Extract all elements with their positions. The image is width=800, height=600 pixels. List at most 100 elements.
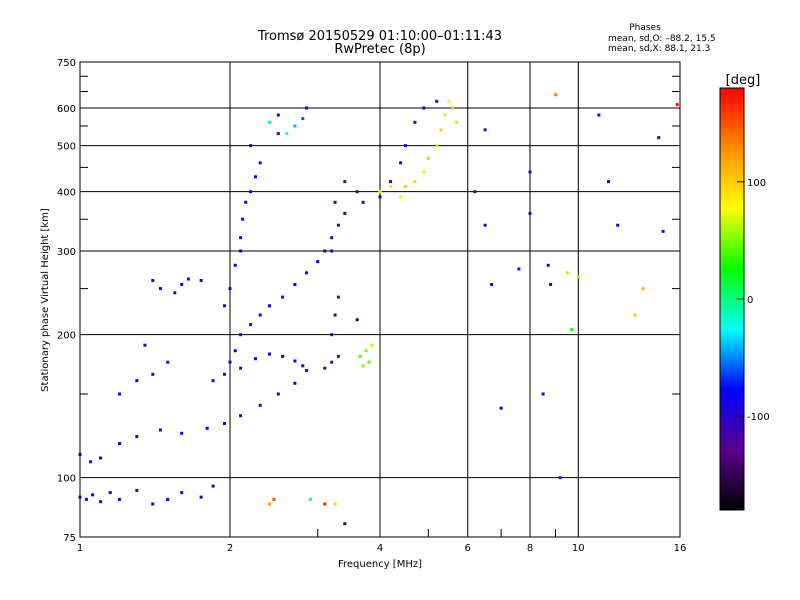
data-point: [455, 120, 459, 124]
colorbar-tick-label: 100: [747, 178, 766, 189]
y-tick-label: 400: [57, 188, 76, 199]
data-point: [435, 99, 439, 103]
data-point: [186, 277, 190, 281]
data-point: [151, 502, 155, 506]
data-point: [143, 343, 147, 347]
data-point: [239, 249, 243, 253]
data-point: [118, 442, 121, 445]
data-point: [135, 435, 139, 439]
data-point: [330, 360, 334, 364]
data-point: [528, 211, 532, 215]
data-point: [173, 291, 177, 295]
data-point: [343, 180, 347, 184]
data-point: [211, 484, 215, 488]
data-point: [330, 236, 334, 240]
data-point: [99, 456, 103, 460]
gridlines: [80, 62, 680, 537]
data-point: [281, 354, 285, 358]
data-point: [293, 124, 297, 128]
data-point: [413, 120, 417, 124]
data-point: [135, 488, 139, 492]
data-point: [228, 360, 232, 364]
x-tick-label: 8: [527, 543, 533, 554]
colorbar-tick-label: 0: [747, 295, 753, 306]
data-point: [422, 170, 426, 174]
data-point: [180, 491, 184, 495]
chart-title-line2: RwPretec (8p): [334, 42, 425, 57]
x-tick-label: 10: [572, 543, 585, 554]
data-point: [268, 304, 271, 308]
data-point: [378, 190, 382, 194]
colorbar-tick-label: -100: [747, 412, 770, 423]
data-point: [616, 223, 620, 227]
data-point: [378, 195, 382, 199]
colorbar-label: [deg]: [726, 73, 761, 88]
data-point: [293, 381, 297, 385]
data-point: [268, 120, 271, 124]
data-point: [661, 229, 665, 233]
data-point: [180, 431, 184, 435]
y-tick-label: 750: [57, 58, 76, 69]
data-point: [89, 460, 93, 464]
data-point: [399, 161, 403, 165]
y-tick-label: 300: [57, 247, 76, 258]
x-tick-labels: 1 2 4 6 8 10 16: [77, 543, 687, 554]
data-point: [499, 406, 503, 410]
plot-frame: [79, 61, 681, 538]
phases-stats-x: mean, sd,X: 88.1, 21.3: [608, 44, 710, 54]
data-point: [233, 263, 237, 267]
data-point: [558, 476, 562, 480]
y-tick-label: 600: [57, 104, 76, 115]
data-point: [439, 128, 443, 132]
data-point: [336, 354, 340, 358]
data-point: [305, 271, 309, 275]
data-point: [293, 359, 297, 363]
data-point: [205, 426, 209, 430]
data-point: [355, 190, 359, 194]
data-point: [118, 497, 121, 501]
data-point: [233, 349, 237, 353]
data-point: [333, 313, 337, 317]
data-point: [330, 333, 334, 337]
data-point: [211, 379, 215, 383]
data-point: [330, 249, 334, 253]
data-point: [367, 360, 371, 364]
data-point: [223, 422, 226, 425]
data-point: [301, 364, 305, 368]
data-point: [358, 354, 362, 358]
data-point: [276, 113, 280, 117]
data-point: [99, 500, 103, 504]
data-point: [166, 497, 170, 501]
data-point: [546, 263, 550, 267]
data-point: [451, 106, 455, 110]
data-point: [361, 200, 365, 204]
data-point: [554, 93, 557, 97]
data-point: [249, 144, 253, 148]
data-point: [323, 366, 327, 370]
data-point: [293, 283, 297, 286]
data-point: [254, 357, 257, 361]
data-point: [249, 190, 253, 194]
x-tick-label: 6: [465, 543, 471, 554]
data-point: [576, 275, 580, 279]
data-point: [151, 372, 155, 376]
data-point: [258, 313, 262, 317]
data-point: [336, 295, 340, 299]
data-point: [422, 106, 426, 110]
data-point: [549, 283, 553, 286]
data-point: [323, 249, 327, 253]
data-point: [91, 493, 95, 497]
data-points: [78, 93, 679, 526]
data-point: [223, 372, 226, 376]
data-point: [158, 287, 162, 291]
data-point: [361, 364, 365, 368]
data-point: [305, 369, 309, 373]
data-point: [223, 304, 226, 308]
data-point: [239, 236, 243, 240]
data-point: [483, 223, 487, 227]
data-point: [249, 323, 253, 327]
data-point: [84, 497, 88, 501]
data-point: [343, 522, 347, 526]
data-point: [657, 136, 661, 140]
data-point: [641, 287, 645, 291]
